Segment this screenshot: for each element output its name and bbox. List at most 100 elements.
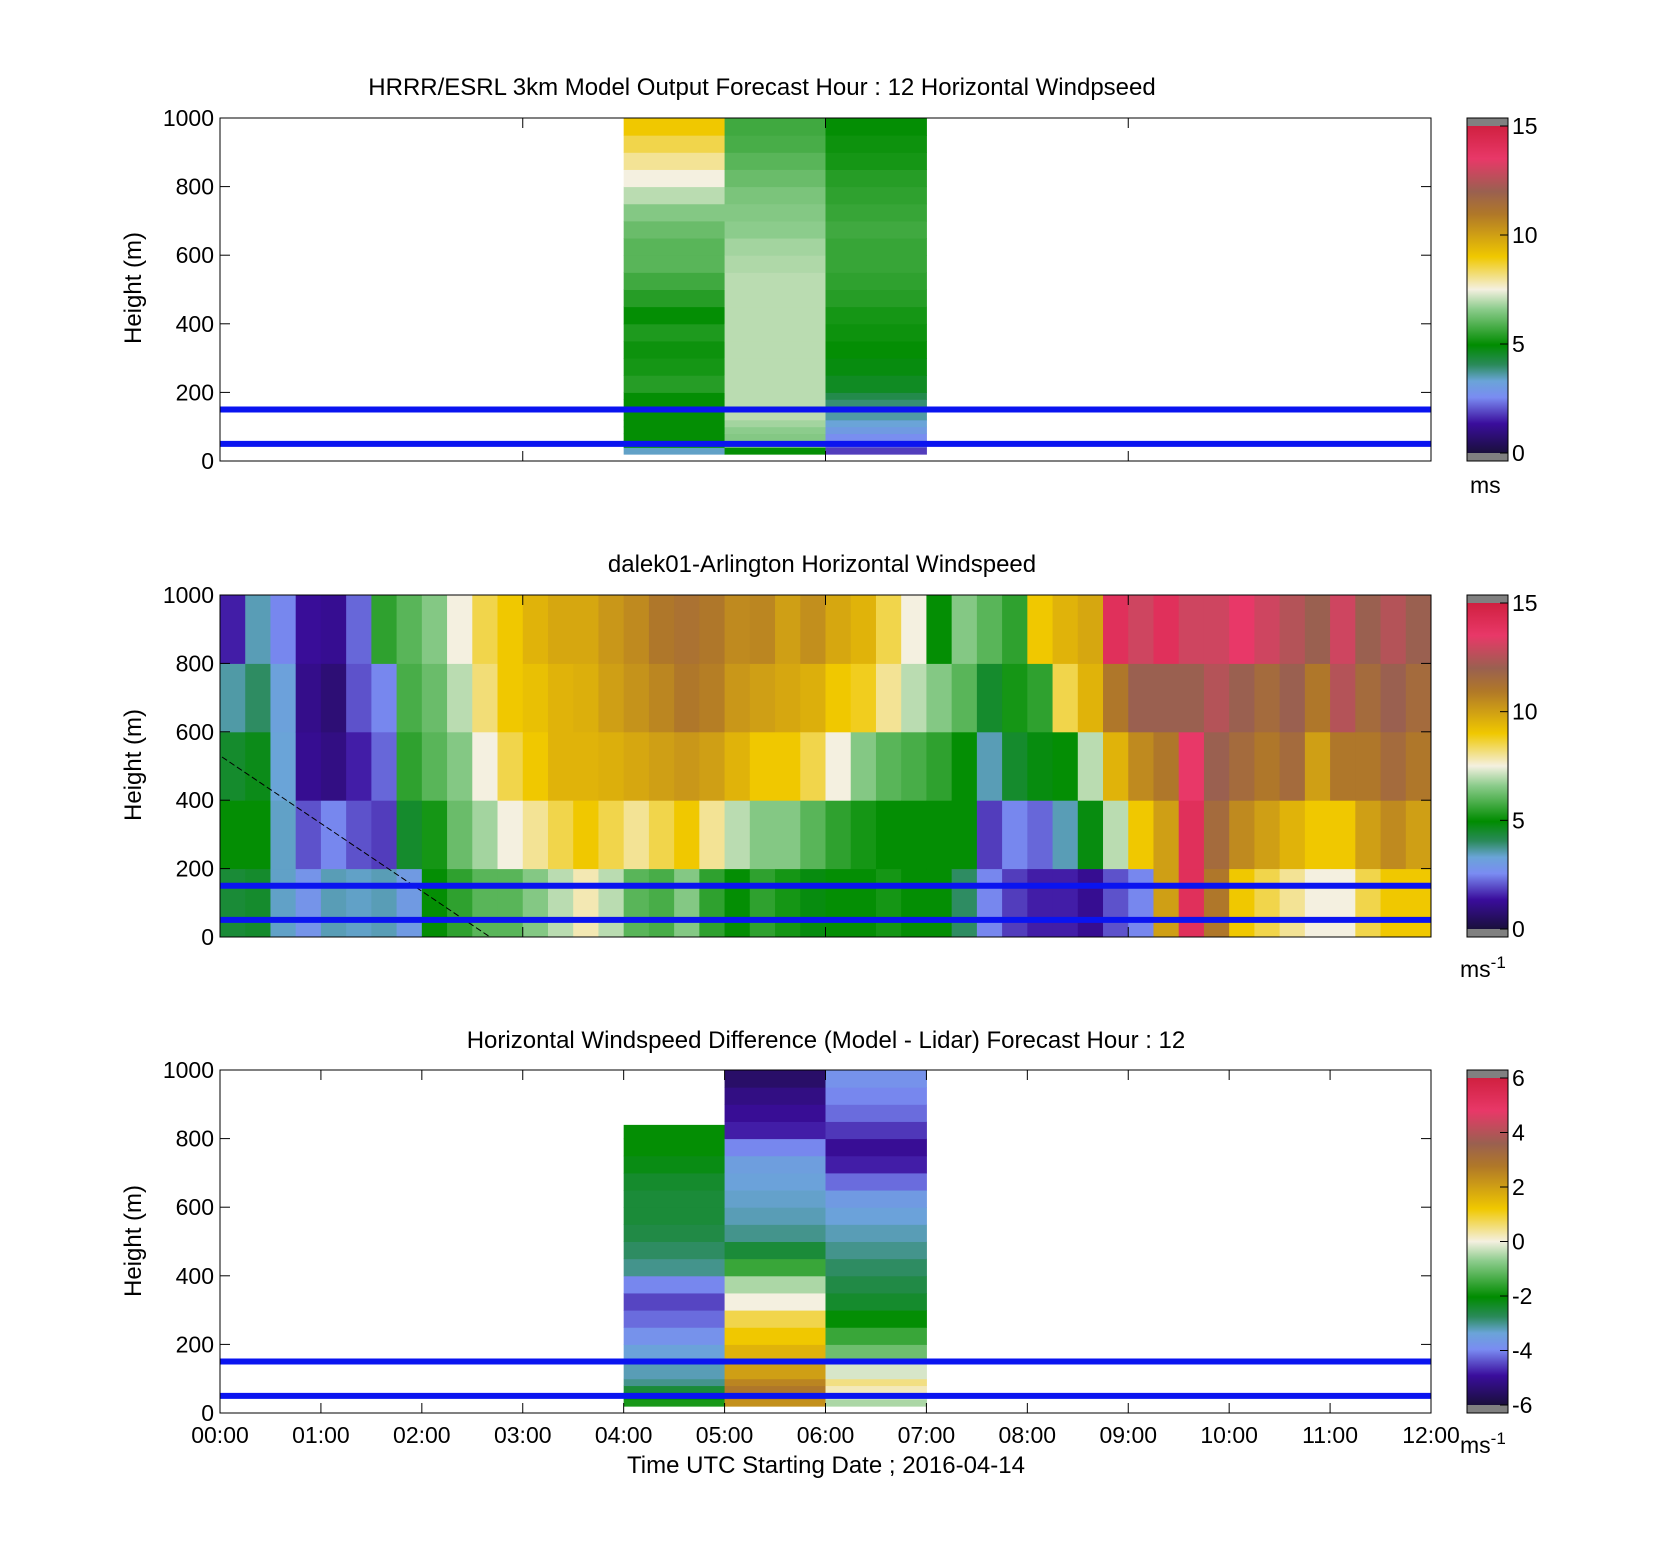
heatmap-cell [825, 392, 927, 400]
heatmap-cell [1178, 595, 1205, 664]
heatmap-cell [825, 1292, 927, 1311]
x-tick-label: 04:00 [595, 1422, 653, 1448]
panel-difference-title: Horizontal Windspeed Difference (Model -… [467, 1027, 1186, 1054]
heatmap-cell [825, 1258, 927, 1277]
heatmap-cell [724, 731, 751, 801]
heatmap-cell [825, 1399, 927, 1407]
heatmap-cell [1027, 731, 1054, 801]
heatmap-cell [1203, 663, 1230, 733]
heatmap-cell [1229, 800, 1255, 870]
heatmap-cell [623, 800, 650, 870]
heatmap-cell [1128, 868, 1154, 938]
panel-model-colorbar: 0 5 10 15 ms [1466, 113, 1538, 498]
heatmap-cell [1002, 595, 1028, 664]
heatmap-cell [447, 663, 473, 733]
y-tick-label: 200 [176, 1331, 214, 1357]
heatmap-cell [1052, 663, 1079, 733]
heatmap-cell [245, 800, 271, 870]
heatmap-cell [623, 433, 726, 441]
heatmap-cell [800, 663, 826, 733]
heatmap-cell [623, 1207, 726, 1225]
heatmap-cell [1178, 731, 1205, 801]
heatmap-cell [699, 868, 726, 938]
heatmap-cell [1153, 595, 1180, 664]
heatmap-cell [1128, 731, 1154, 801]
colorbar-tick-label: 15 [1512, 113, 1538, 139]
heatmap-cell [724, 1190, 826, 1208]
heatmap-cell [926, 868, 953, 938]
heatmap-cell [497, 663, 524, 733]
colorbar-tick-label: 0 [1512, 1229, 1525, 1255]
colorbar-tick-label: 5 [1512, 331, 1525, 357]
heatmap-cell [825, 255, 927, 273]
heatmap-cell [346, 663, 372, 733]
heatmap-cell [1203, 595, 1230, 664]
heatmap-cell [724, 118, 826, 136]
heatmap-cell [1077, 663, 1104, 733]
heatmap-cell [699, 731, 726, 801]
heatmap-cell [875, 800, 902, 870]
heatmap-cell [371, 595, 398, 664]
heatmap-cell [749, 868, 776, 938]
heatmap-cell [825, 306, 927, 325]
heatmap-cell [623, 399, 726, 411]
heatmap-cell [825, 1087, 927, 1105]
heatmap-cell [951, 731, 978, 801]
heatmap-cell [547, 731, 574, 801]
heatmap-cell [1229, 595, 1255, 664]
heatmap-cell [421, 663, 448, 733]
heatmap-cell [825, 1241, 927, 1260]
heatmap-cell [850, 800, 877, 870]
heatmap-cell [951, 800, 978, 870]
heatmap-cell [346, 868, 372, 938]
heatmap-cell [623, 447, 726, 455]
colorbar-tick-label: 2 [1512, 1174, 1525, 1200]
heatmap-cell [1330, 868, 1356, 938]
heatmap-cell [901, 731, 927, 801]
heatmap-cell [825, 868, 852, 938]
heatmap-cell [295, 731, 322, 801]
heatmap-cell [1153, 663, 1180, 733]
heatmap-cell [901, 868, 927, 938]
heatmap-cell [825, 1155, 927, 1174]
heatmap-cell [573, 731, 599, 801]
heatmap-cell [926, 731, 953, 801]
panel-model: HRRR/ESRL 3km Model Output Forecast Hour… [120, 74, 1538, 498]
y-tick-label: 200 [176, 379, 214, 405]
heatmap-cell [1304, 595, 1331, 664]
heatmap-cell [320, 731, 347, 801]
heatmap-cell [1002, 731, 1028, 801]
colorbar-missing-bottom [1467, 929, 1508, 937]
colorbar-unit: ms-1 [1460, 953, 1506, 982]
heatmap-cell [724, 220, 826, 239]
heatmap-cell [320, 800, 347, 870]
heatmap-cell [1279, 663, 1306, 733]
heatmap-cell [623, 1310, 726, 1328]
heatmap-cell [396, 800, 423, 870]
heatmap-cell [1103, 868, 1129, 938]
heatmap-cell [724, 1121, 826, 1140]
panel-lidar-ylabel: Height (m) [120, 709, 147, 821]
heatmap-cell [1128, 800, 1154, 870]
colorbar-tick-label: 6 [1512, 1065, 1525, 1091]
heatmap-cell [1002, 868, 1028, 938]
heatmap-cell [976, 595, 1003, 664]
heatmap-cell [724, 1292, 826, 1311]
heatmap-cell [825, 220, 927, 239]
colorbar-tick-label: -6 [1512, 1392, 1532, 1418]
heatmap-cell [825, 375, 927, 393]
heatmap-cell [1330, 595, 1356, 664]
heatmap-cell [775, 663, 801, 733]
heatmap-cell [220, 731, 246, 801]
heatmap-cell [724, 1138, 826, 1157]
heatmap-cell [1027, 663, 1054, 733]
heatmap-cell [800, 731, 826, 801]
heatmap-cell [800, 868, 826, 938]
heatmap-cell [724, 169, 826, 188]
y-tick-label: 1000 [163, 105, 214, 131]
heatmap-cell [1002, 800, 1028, 870]
heatmap-cell [522, 731, 549, 801]
heatmap-cell [220, 663, 246, 733]
panel-difference-reflines [220, 1358, 1431, 1399]
